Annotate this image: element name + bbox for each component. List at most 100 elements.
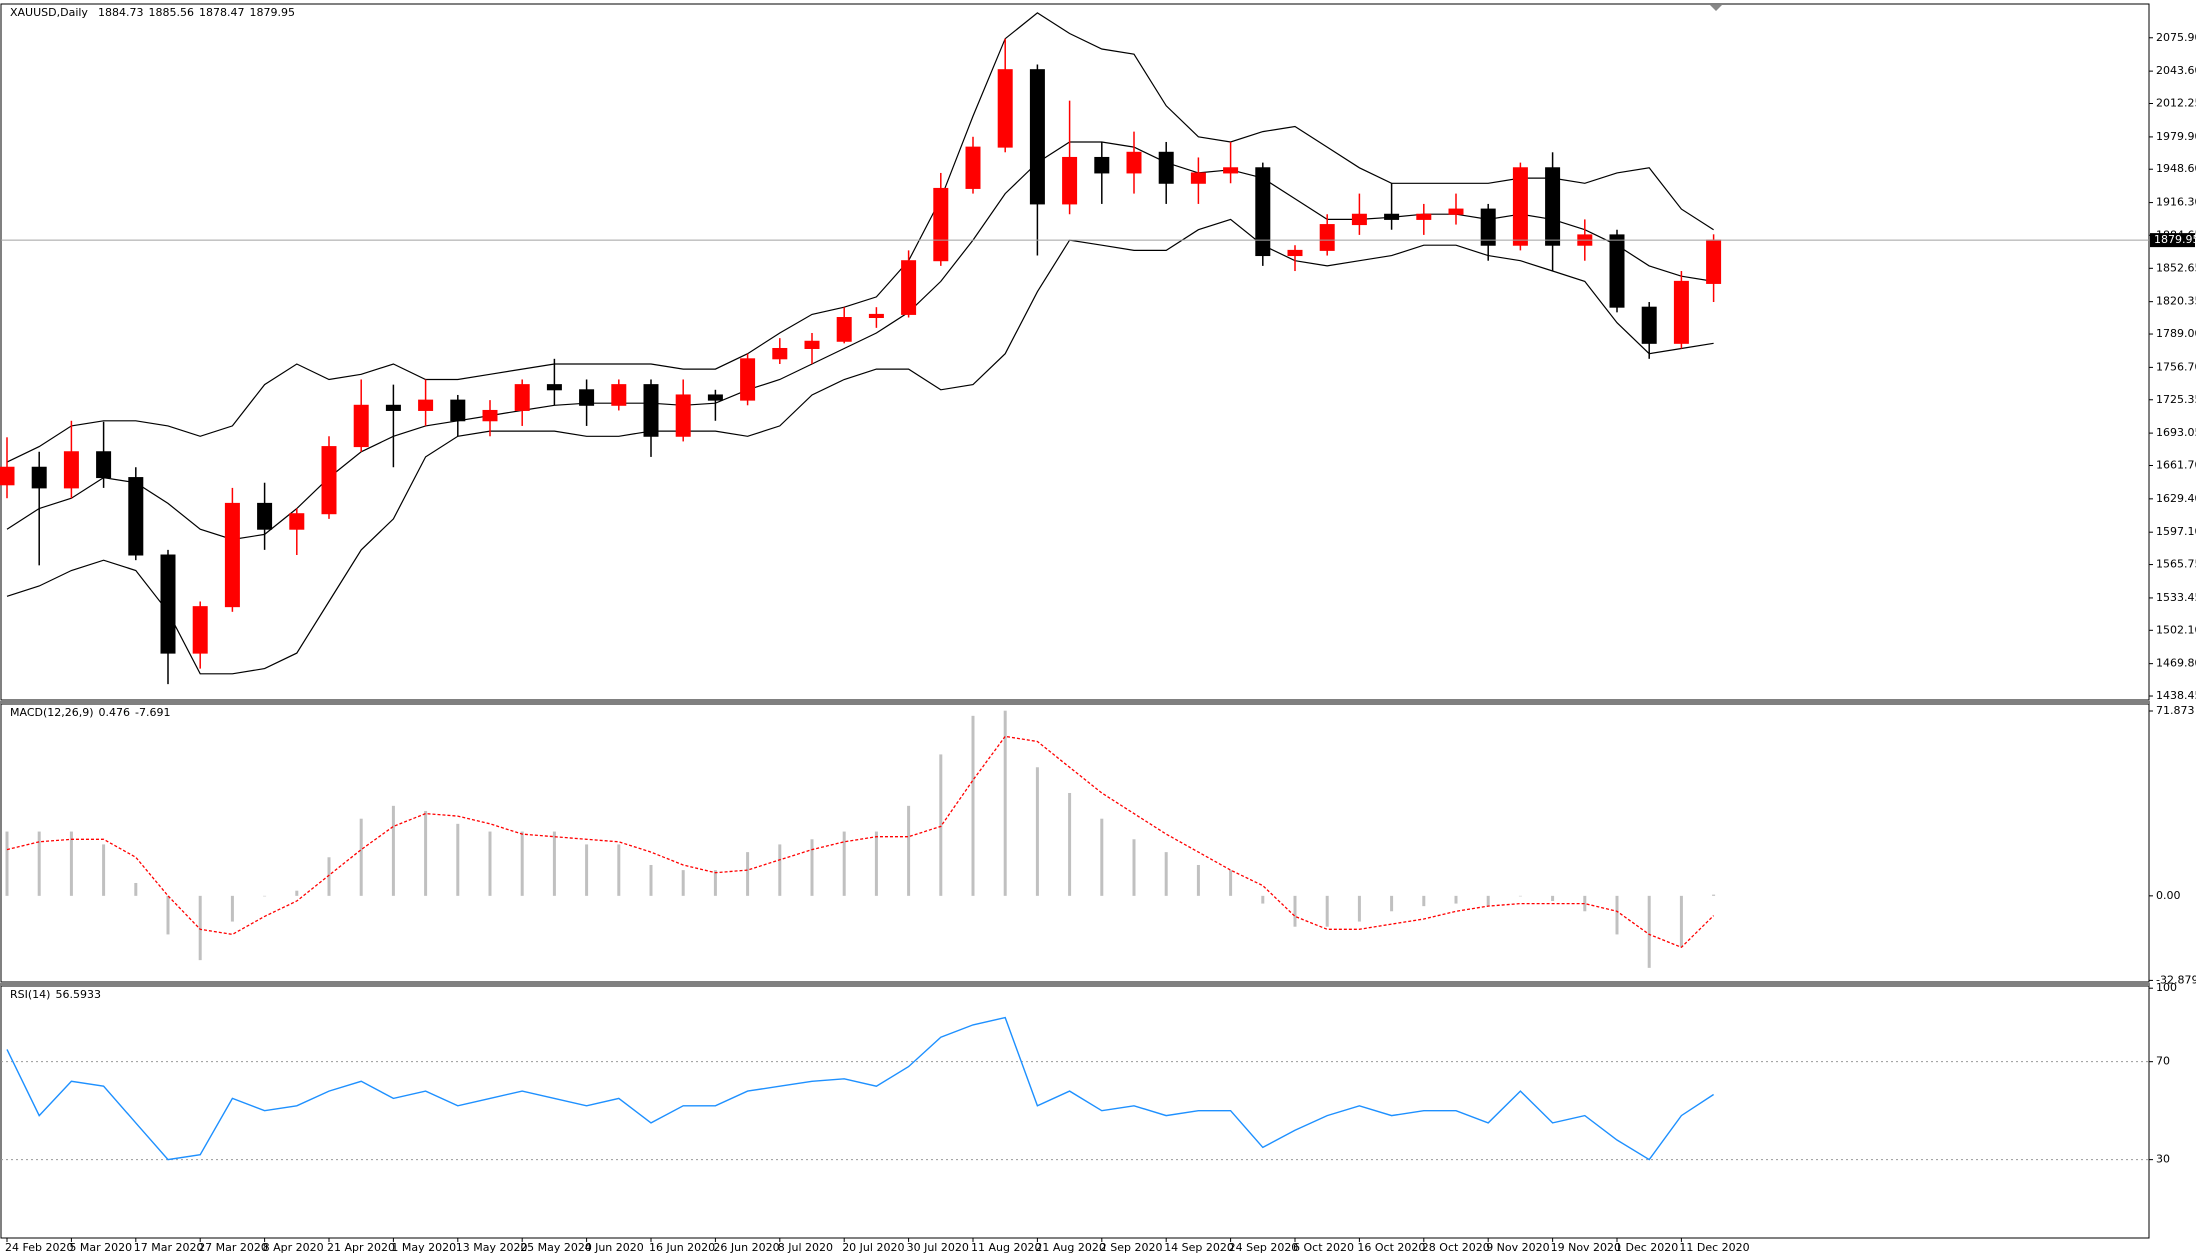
candle-body	[96, 451, 112, 479]
macd-bar	[1003, 710, 1007, 896]
panel-frame	[0, 3, 2150, 701]
macd-bar	[1035, 767, 1039, 896]
macd-bar	[134, 882, 138, 896]
y-tick-label: 1979.90	[2156, 130, 2196, 143]
indicator-value: 0.476	[99, 706, 131, 719]
candle-body	[965, 146, 981, 189]
candle-body	[1319, 224, 1335, 251]
macd-bar	[939, 754, 943, 896]
y-tick-label: 70	[2156, 1055, 2170, 1068]
y-tick-label: 1533.45	[2156, 591, 2196, 604]
x-tick-label: 9 Nov 2020	[1486, 1241, 1549, 1254]
macd-bar	[1390, 895, 1394, 912]
macd-bar	[1422, 895, 1426, 907]
x-tick-label: 20 Jul 2020	[842, 1241, 904, 1254]
macd-bar	[746, 852, 750, 896]
macd-bar	[585, 844, 589, 896]
x-tick-label: 11 Aug 2020	[971, 1241, 1041, 1254]
candle-body	[1094, 156, 1110, 174]
panel-separator	[0, 983, 2150, 986]
candle-body	[1255, 167, 1271, 257]
macd-bar	[263, 895, 267, 897]
macd-bar	[456, 823, 460, 896]
y-tick-label: 1565.75	[2156, 558, 2196, 571]
x-tick-label: 24 Feb 2020	[5, 1241, 73, 1254]
candle-body	[385, 404, 401, 411]
y-tick-label: 1438.45	[2156, 689, 2196, 702]
x-tick-label: 13 May 2020	[456, 1241, 528, 1254]
ohlc-value: 1885.56	[148, 6, 194, 19]
x-tick-label: 6 Oct 2020	[1293, 1241, 1354, 1254]
candle-body	[1416, 213, 1432, 220]
price-label: 1879.95	[2154, 233, 2196, 246]
indicator-value: -7.691	[135, 706, 170, 719]
candle-body	[31, 466, 47, 489]
candle-body	[1223, 167, 1239, 174]
x-tick-label: 16 Jun 2020	[649, 1241, 715, 1254]
indicator-name: MACD(12,26,9)	[10, 706, 94, 719]
macd-bar	[520, 831, 524, 896]
macd-bar	[1229, 870, 1233, 896]
macd-bar	[810, 839, 814, 896]
candle-body	[1512, 167, 1528, 246]
y-tick-label: 1502.10	[2156, 623, 2196, 636]
x-tick-label: 19 Nov 2020	[1551, 1241, 1621, 1254]
candle-body	[1158, 151, 1174, 184]
macd-bar	[778, 844, 782, 896]
y-tick-label: 1725.35	[2156, 393, 2196, 406]
x-tick-label: 2 Sep 2020	[1100, 1241, 1163, 1254]
macd-bar	[842, 831, 846, 896]
indicator-header: MACD(12,26,9) 0.476 -7.691	[10, 706, 171, 719]
candle-body	[1190, 172, 1206, 184]
candle-body	[1641, 306, 1657, 344]
macd-bar	[1132, 839, 1136, 896]
y-tick-label: 2043.60	[2156, 64, 2196, 77]
x-tick-label: 26 Jun 2020	[713, 1241, 779, 1254]
candle-body	[836, 317, 852, 342]
candle-body	[611, 384, 627, 406]
candle-body	[1062, 156, 1078, 205]
macd-bar	[1261, 895, 1265, 904]
macd-bar	[1293, 895, 1297, 927]
x-tick-label: 24 Sep 2020	[1229, 1241, 1299, 1254]
candle-body	[514, 384, 530, 411]
macd-bar	[1164, 852, 1168, 896]
y-tick-label: 0.00	[2156, 889, 2181, 902]
candle-body	[675, 394, 691, 437]
indicator-name: RSI(14)	[10, 988, 50, 1001]
macd-bar	[1068, 792, 1072, 896]
y-tick-label: 30	[2156, 1153, 2170, 1166]
x-tick-label: 21 Aug 2020	[1035, 1241, 1105, 1254]
candle-body	[321, 446, 337, 515]
candle-body	[1673, 280, 1689, 344]
macd-bar	[649, 864, 653, 896]
y-tick-label: 1469.80	[2156, 657, 2196, 670]
y-tick-label: 1693.05	[2156, 426, 2196, 439]
candle-body	[933, 187, 949, 262]
candle-body	[418, 399, 434, 411]
ohlc-value: 1878.47	[199, 6, 245, 19]
candle-body	[482, 409, 498, 422]
candle-body	[1126, 151, 1142, 174]
candle-body	[1351, 213, 1367, 226]
candle-body	[901, 260, 917, 315]
candle-body	[1545, 167, 1561, 246]
x-tick-label: 8 Jul 2020	[778, 1241, 833, 1254]
chart-header: XAUUSD,Daily 1884.73 1885.56 1878.47 1879.95	[10, 6, 295, 19]
macd-bar	[552, 831, 556, 896]
macd-bar	[198, 895, 202, 961]
macd-bar	[1325, 895, 1329, 927]
candle-body	[707, 394, 723, 401]
macd-bar	[1100, 818, 1104, 896]
x-tick-label: 1 Dec 2020	[1615, 1241, 1678, 1254]
shift-marker	[1710, 5, 1722, 11]
candle-body	[160, 554, 176, 654]
macd-bar	[102, 844, 106, 896]
x-tick-label: 30 Jul 2020	[907, 1241, 969, 1254]
macd-bar	[1551, 895, 1555, 901]
rsi-line	[6, 1016, 1714, 1161]
macd-bar	[230, 895, 234, 922]
macd-bar	[681, 870, 685, 896]
